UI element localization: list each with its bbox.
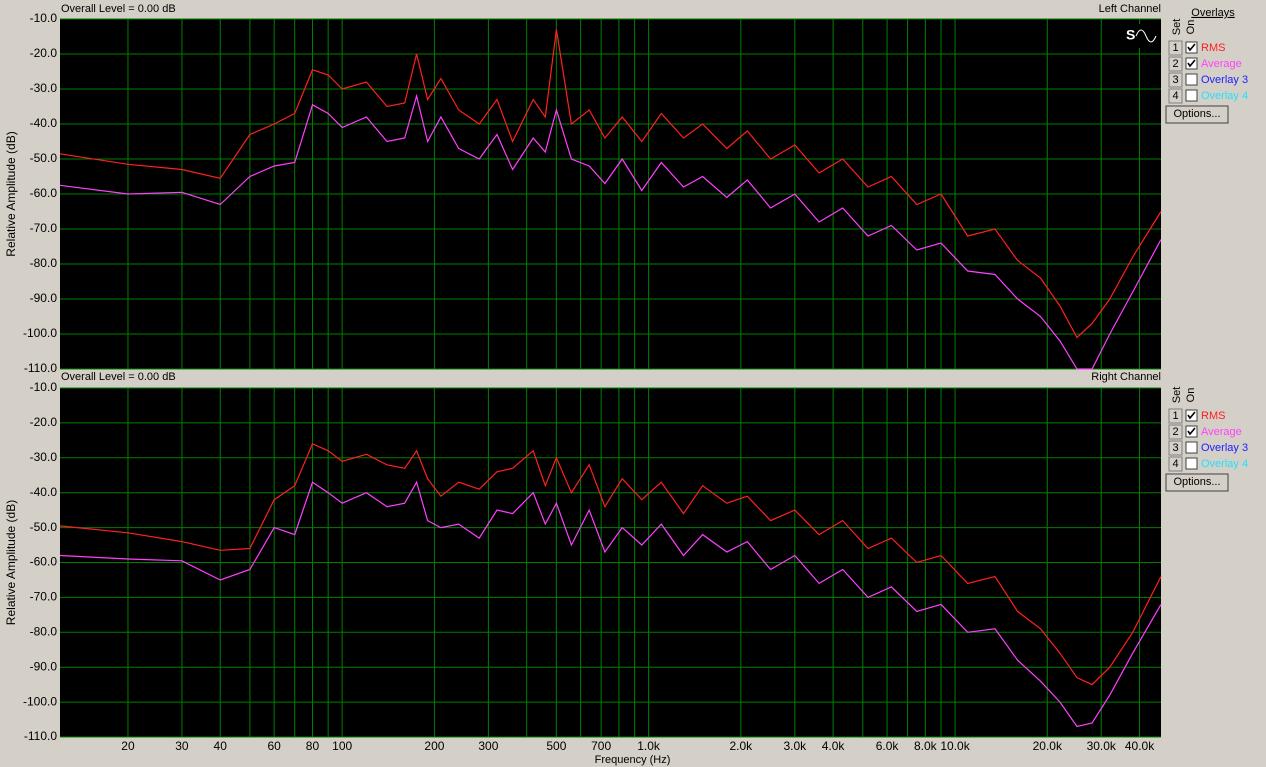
x-tick-label: 4.0k	[822, 739, 846, 753]
set-number[interactable]: 1	[1172, 410, 1178, 422]
channel-title: Left Channel	[1099, 3, 1161, 15]
set-number[interactable]: 2	[1172, 426, 1178, 438]
x-tick-label: 6.0k	[876, 739, 900, 753]
set-header: Set	[1171, 19, 1183, 36]
x-tick-label: 3.0k	[783, 739, 807, 753]
checkmark	[1187, 427, 1196, 436]
set-button[interactable]	[1168, 72, 1183, 88]
y-tick-label: -90.0	[30, 291, 58, 305]
y-tick-label: -110.0	[24, 361, 57, 375]
overlay-name[interactable]: Overlay 4	[1201, 90, 1248, 102]
set-button[interactable]	[1168, 456, 1183, 472]
options-label[interactable]: Options...	[1173, 108, 1220, 120]
checkbox[interactable]	[1185, 441, 1198, 454]
x-tick-label: 500	[546, 739, 566, 753]
y-tick-label: -60.0	[30, 186, 58, 200]
set-number[interactable]: 3	[1172, 74, 1178, 86]
y-tick-label: -80.0	[30, 624, 58, 638]
set-button[interactable]	[1168, 440, 1183, 456]
set-button[interactable]	[1168, 88, 1183, 104]
y-tick-label: -50.0	[30, 151, 58, 165]
on-header: On	[1185, 388, 1197, 403]
overlay-name[interactable]: Average	[1201, 426, 1242, 438]
x-tick-label: 2.0k	[730, 739, 754, 753]
y-tick-label: -20.0	[30, 46, 58, 60]
options-button[interactable]	[1165, 473, 1229, 492]
y-tick-label: -110.0	[24, 729, 57, 743]
set-header: Set	[1171, 387, 1183, 404]
y-tick-label: -90.0	[30, 659, 58, 673]
x-tick-label: 30.0k	[1087, 739, 1117, 753]
set-number[interactable]: 3	[1172, 442, 1178, 454]
spectrum-line	[59, 443, 1162, 686]
overlay-name[interactable]: RMS	[1201, 410, 1225, 422]
set-number[interactable]: 2	[1172, 58, 1178, 70]
spectrum-line	[59, 480, 1162, 728]
overlay-name[interactable]: Average	[1201, 58, 1242, 70]
overlay-name[interactable]: RMS	[1201, 42, 1225, 54]
x-tick-label: 40	[214, 739, 228, 753]
x-tick-label: 1.0k	[637, 739, 661, 753]
y-tick-label: -70.0	[30, 590, 58, 604]
checkbox[interactable]	[1185, 73, 1198, 86]
set-number[interactable]: 4	[1172, 90, 1178, 102]
checkmark	[1187, 59, 1196, 68]
channel-title: Right Channel	[1091, 371, 1161, 383]
y-tick-label: -30.0	[30, 450, 58, 464]
x-tick-label: 60	[268, 739, 282, 753]
set-button[interactable]	[1168, 40, 1183, 56]
spectrum-line	[59, 29, 1162, 339]
y-tick-label: -100.0	[23, 326, 57, 340]
x-tick-label: 10.0k	[940, 739, 970, 753]
x-tick-label: 20.0k	[1033, 739, 1063, 753]
set-number[interactable]: 4	[1172, 458, 1178, 470]
x-axis-label: Frequency (Hz)	[595, 754, 671, 766]
x-tick-label: 200	[424, 739, 444, 753]
header-level: Overall Level = 0.00 dB	[61, 371, 176, 383]
set-number[interactable]: 1	[1172, 42, 1178, 54]
x-tick-label: 100	[332, 739, 352, 753]
spectrum-line	[59, 93, 1162, 370]
checkbox[interactable]	[1185, 457, 1198, 470]
y-tick-label: -50.0	[30, 520, 58, 534]
y-tick-label: -30.0	[30, 81, 58, 95]
y-tick-label: -20.0	[30, 415, 58, 429]
x-tick-label: 80	[306, 739, 320, 753]
y-tick-label: -100.0	[23, 694, 57, 708]
overlay-name[interactable]: Overlay 4	[1201, 458, 1248, 470]
overlays-title: Overlays	[1191, 7, 1235, 19]
x-tick-label: 40.0k	[1125, 739, 1155, 753]
y-tick-label: -40.0	[30, 485, 58, 499]
x-tick-label: 8.0k	[914, 739, 938, 753]
y-axis-label: Relative Amplitude (dB)	[4, 500, 18, 625]
y-tick-label: -10.0	[30, 11, 58, 25]
x-tick-label: 300	[478, 739, 498, 753]
x-tick-label: 30	[175, 739, 189, 753]
y-tick-label: -60.0	[30, 555, 58, 569]
x-tick-label: 20	[121, 739, 135, 753]
options-button[interactable]	[1165, 105, 1229, 124]
checkmark	[1187, 43, 1196, 52]
checkmark	[1187, 411, 1196, 420]
y-tick-label: -40.0	[30, 116, 58, 130]
y-tick-label: -70.0	[30, 221, 58, 235]
on-header: On	[1185, 20, 1197, 35]
checkbox[interactable]	[1185, 89, 1198, 102]
y-tick-label: -10.0	[30, 380, 58, 394]
overlay-name[interactable]: Overlay 3	[1201, 74, 1248, 86]
y-axis-label: Relative Amplitude (dB)	[4, 131, 18, 256]
x-tick-label: 700	[591, 739, 611, 753]
options-label[interactable]: Options...	[1173, 476, 1220, 488]
set-button[interactable]	[1168, 424, 1183, 440]
header-level: Overall Level = 0.00 dB	[61, 3, 176, 15]
overlay-name[interactable]: Overlay 3	[1201, 442, 1248, 454]
set-button[interactable]	[1168, 56, 1183, 72]
set-button[interactable]	[1168, 408, 1183, 424]
y-tick-label: -80.0	[30, 256, 58, 270]
wave-icon[interactable]: S	[1118, 24, 1158, 48]
svg-text:S: S	[1126, 27, 1135, 43]
